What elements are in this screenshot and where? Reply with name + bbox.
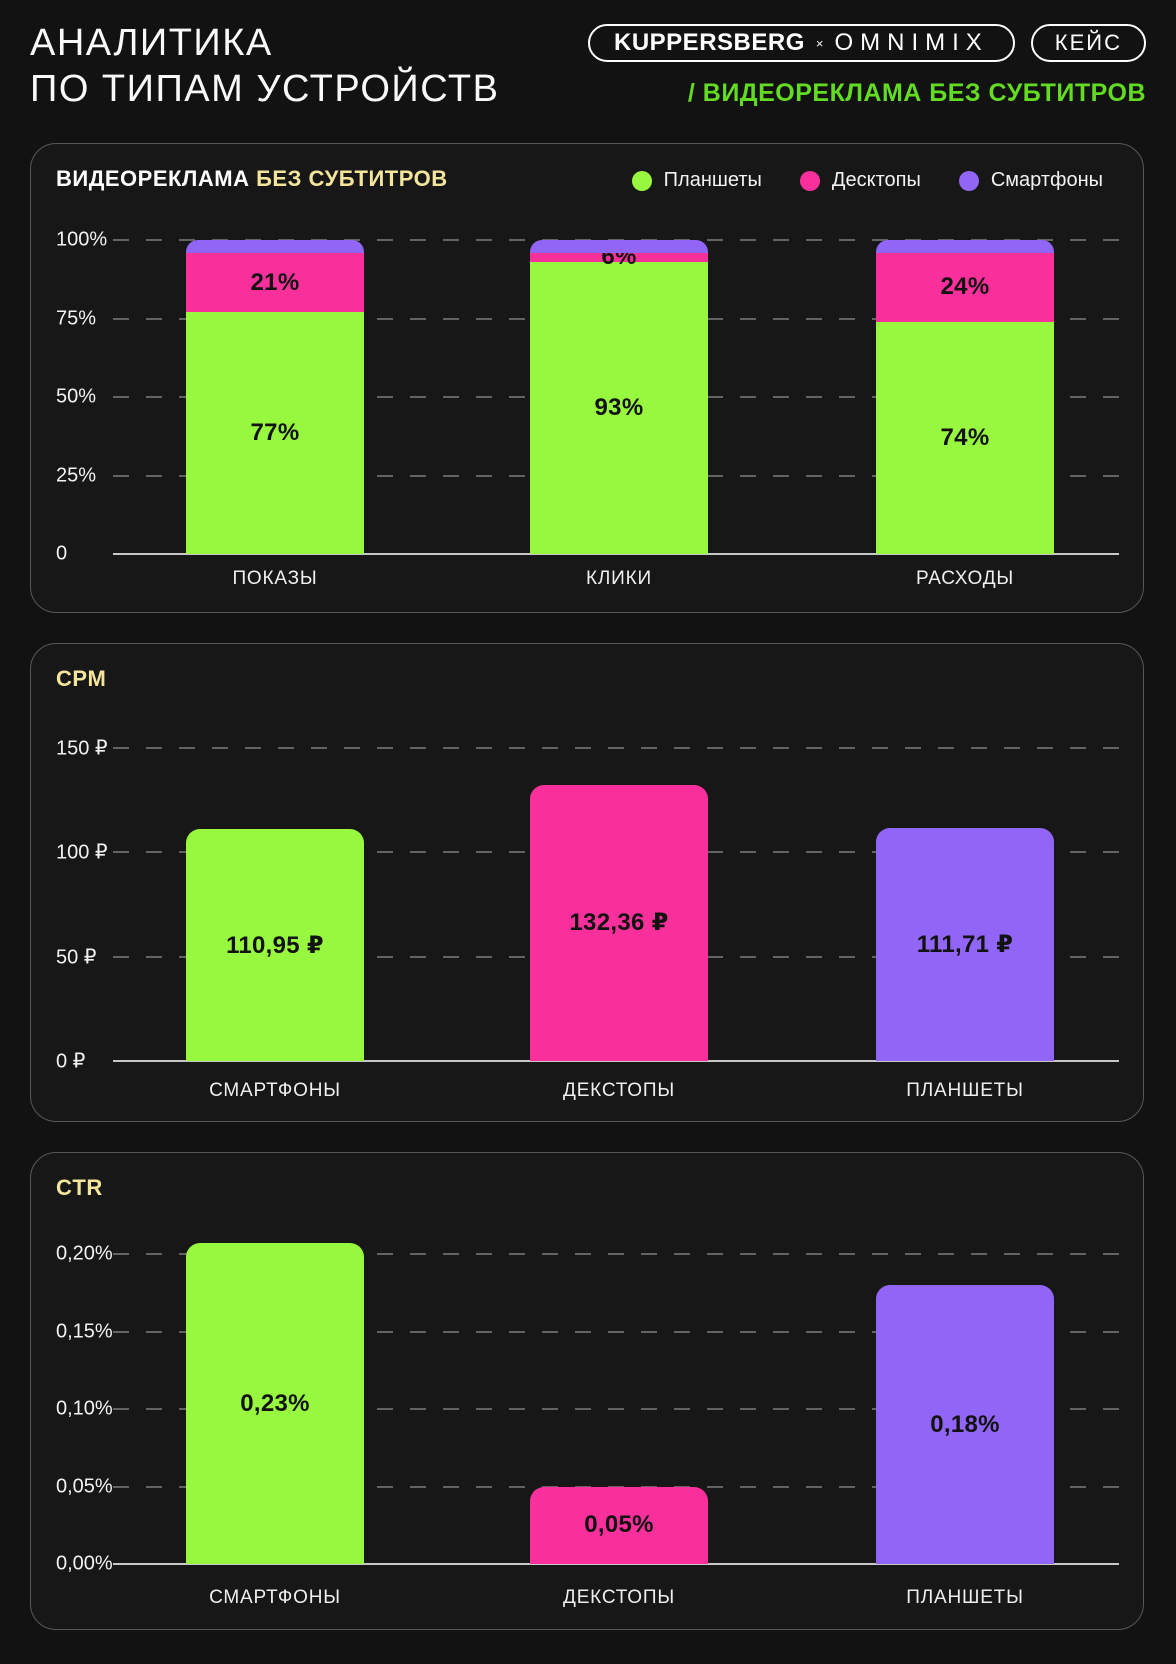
legend-item: Десктопы <box>799 169 921 192</box>
category-label: ДЕКСТОПЫ <box>563 1587 675 1608</box>
legend-label: Смартфоны <box>990 169 1103 191</box>
multiply-icon: × <box>815 35 824 51</box>
gridline <box>113 747 1119 749</box>
panel-title: ВИДЕОРЕКЛАМА БЕЗ СУБТИТРОВ <box>56 166 448 192</box>
bar-segment-green: 93% <box>530 261 708 554</box>
case-badge: КЕЙС <box>1030 24 1146 62</box>
legend-item: Планшеты <box>631 169 762 192</box>
panel-title-accent: БЕЗ СУБТИТРОВ <box>256 166 448 191</box>
bar-value-label: 0,05% <box>584 1511 654 1539</box>
category-label: ПОКАЗЫ <box>232 568 318 589</box>
y-tick-label: 150 ₽ <box>56 737 108 760</box>
bar-value-label: 110,95 ₽ <box>226 931 324 959</box>
bar-value-label: 77% <box>250 419 300 447</box>
page-title: АНАЛИТИКА ПО ТИПАМ УСТРОЙСТВ <box>30 20 1146 112</box>
bar-segment-purple <box>186 240 364 253</box>
bar-value-label: 132,36 ₽ <box>569 909 669 937</box>
brand-name-omnimix: OMNIMIX <box>834 29 989 56</box>
bar-segment-pink: 24% <box>876 253 1054 322</box>
category-label: КЛИКИ <box>586 568 652 589</box>
x-axis-line <box>113 553 1119 555</box>
gridline <box>113 1253 1119 1255</box>
bar-value-label: 0,23% <box>240 1389 310 1417</box>
bar-value-label: 0,18% <box>930 1410 1000 1438</box>
purple-dot <box>958 170 979 191</box>
bar-segment-purple <box>876 240 1054 253</box>
bar-value-label: 21% <box>250 268 300 296</box>
panel-ctr-chart: CTR 0,20% 0,15% 0,10% 0,05% 0,00% 0,23% 0,05% 0… <box>30 1152 1144 1630</box>
category-label: ДЕКСТОПЫ <box>563 1080 675 1101</box>
panel-title-main: ВИДЕОРЕКЛАМА <box>56 166 250 191</box>
y-tick-label: 25% <box>56 464 97 486</box>
brand-name-kuppersberg: KUPPERSBERG <box>614 29 805 56</box>
header-right: KUPPERSBERG × OMNIMIX КЕЙС / ВИДЕОРЕКЛАМ… <box>588 24 1146 108</box>
y-tick-label: 50% <box>56 385 97 408</box>
x-axis-line <box>113 1563 1119 1565</box>
legend-label: Десктопы <box>831 169 921 191</box>
gridline <box>113 1330 1119 1333</box>
bar-segment-purple <box>530 240 708 253</box>
legend-label: Планшеты <box>663 169 762 191</box>
y-tick-label: 0,05% <box>56 1475 113 1497</box>
category-label: ПЛАНШЕТЫ <box>906 1080 1024 1101</box>
bar-pink: 132,36 ₽ <box>530 784 708 1061</box>
bar-segment-green: 74% <box>876 321 1054 554</box>
y-tick-label: 0 ₽ <box>56 1050 86 1073</box>
y-tick-label: 0,15% <box>56 1320 113 1342</box>
y-tick-label: 0,20% <box>56 1242 113 1265</box>
page-title-line2: ПО ТИПАМ УСТРОЙСТВ <box>30 68 500 110</box>
gridline <box>113 1408 1119 1410</box>
panel-video-ads-share-chart: ВИДЕОРЕКЛАМА БЕЗ СУБТИТРОВ Планшеты Дескт… <box>30 143 1144 613</box>
legend: Планшеты Десктопы Смартфоны <box>631 169 1103 192</box>
category-label: РАСХОДЫ <box>915 568 1015 589</box>
y-tick-label: 100% <box>56 228 108 251</box>
bar-value-label: 93% <box>594 393 644 421</box>
bar-purple: 0,18% <box>876 1285 1054 1564</box>
bar-value-label: 24% <box>940 273 990 301</box>
bar-pink: 0,05% <box>530 1486 708 1564</box>
y-tick-label: 75% <box>56 307 97 329</box>
page-subtitle: / ВИДЕОРЕКЛАМА БЕЗ СУБТИТРОВ <box>687 79 1146 107</box>
page-title-line1: АНАЛИТИКА <box>30 22 273 64</box>
green-dot <box>631 170 652 191</box>
panel-title: CPM <box>56 666 107 691</box>
badges-row: KUPPERSBERG × OMNIMIX КЕЙС <box>588 24 1146 62</box>
category-label: СМАРТФОНЫ <box>209 1080 341 1101</box>
bar-segment-green: 77% <box>186 312 364 554</box>
pink-dot <box>799 170 820 191</box>
bar-green: 0,23% <box>186 1243 364 1564</box>
header: АНАЛИТИКА ПО ТИПАМ УСТРОЙСТВ KUPPERSBERG … <box>30 20 1146 130</box>
bar-green: 110,95 ₽ <box>186 829 364 1061</box>
y-tick-label: 50 ₽ <box>56 946 97 969</box>
category-label: СМАРТФОНЫ <box>209 1587 341 1608</box>
legend-item: Смартфоны <box>958 169 1103 192</box>
panel-title: CTR <box>56 1175 103 1200</box>
y-tick-label: 0,00% <box>56 1552 113 1575</box>
bar-value-label: 111,71 ₽ <box>916 930 1014 958</box>
panel-cpm-chart: CPM 150 ₽ 100 ₽ 50 ₽ 0 ₽ 110,95 ₽ 132,36 ₽ 111… <box>30 643 1144 1122</box>
y-tick-label: 100 ₽ <box>56 841 108 864</box>
bar-segment-pink: 21% <box>186 253 364 313</box>
y-tick-label: 0 <box>56 542 68 565</box>
bar-segment-pink: 6% <box>530 243 708 270</box>
x-axis-line <box>113 1060 1119 1062</box>
brand-badge: KUPPERSBERG × OMNIMIX <box>588 24 1015 62</box>
category-label: ПЛАНШЕТЫ <box>906 1587 1024 1608</box>
y-tick-label: 0,10% <box>56 1397 113 1420</box>
bar-value-label: 74% <box>940 423 990 451</box>
bar-purple: 111,71 ₽ <box>876 827 1054 1061</box>
